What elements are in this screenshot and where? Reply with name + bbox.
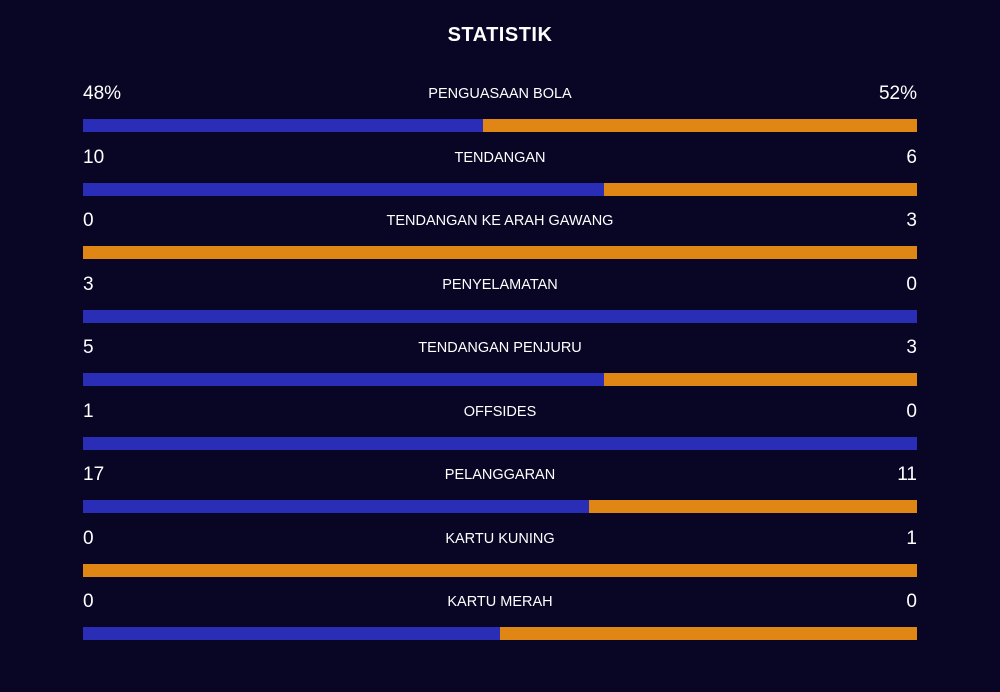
stat-row-possession: 48% PENGUASAAN BOLA 52% [83, 80, 917, 144]
stat-label: PENGUASAAN BOLA [428, 86, 572, 102]
home-bar-segment [83, 436, 917, 450]
comparison-bar [83, 182, 917, 196]
stat-label: OFFSIDES [463, 403, 537, 420]
stat-row-red-cards: 0 KARTU MERAH 0 [83, 588, 917, 652]
home-value: 48% [83, 83, 122, 104]
stat-row-saves: 3 PENYELAMATAN 0 [83, 271, 917, 335]
stat-row-fouls: 17 PELANGGARAN 11 [83, 461, 917, 525]
away-value: 52% [878, 83, 917, 104]
home-value: 5 [83, 337, 94, 358]
stat-row-shots: 10 TENDANGAN 6 [83, 144, 917, 208]
stat-row-offsides: 1 OFFSIDES 0 [83, 398, 917, 462]
away-bar-segment [604, 182, 917, 196]
stat-label: TENDANGAN PENJURU [418, 340, 582, 356]
comparison-bar [83, 246, 917, 259]
away-value: 3 [906, 337, 917, 358]
away-value: 0 [906, 273, 917, 295]
stat-label: KARTU MERAH [447, 594, 553, 610]
comparison-bar [83, 436, 917, 450]
away-bar-segment [604, 373, 917, 386]
home-value: 0 [83, 591, 94, 612]
home-bar-segment [83, 182, 605, 196]
away-value: 11 [897, 464, 917, 485]
home-value: 0 [83, 210, 94, 231]
stat-label: PELANGGARAN [444, 467, 556, 483]
home-bar-segment [83, 500, 590, 513]
away-bar-segment [83, 563, 917, 577]
statistics-title: STATISTIK [447, 24, 553, 46]
stat-row-shots-on-target: 0 TENDANGAN KE ARAH GAWANG 3 [83, 207, 917, 271]
stats-list: 48% PENGUASAAN BOLA 52% 10 TENDANGAN 6 0… [83, 80, 917, 652]
home-bar-segment [83, 627, 500, 640]
stat-row-corners: 5 TENDANGAN PENJURU 3 [83, 334, 917, 398]
home-value: 1 [83, 400, 94, 422]
away-value: 0 [906, 400, 917, 422]
comparison-bar [83, 309, 917, 323]
stat-row-yellow-cards: 0 KARTU KUNING 1 [83, 525, 917, 589]
stat-label: PENYELAMATAN [442, 276, 558, 293]
home-value: 3 [83, 273, 94, 295]
home-bar-segment [83, 119, 484, 132]
away-value: 0 [906, 591, 917, 612]
away-bar-segment [483, 119, 917, 132]
home-value: 0 [83, 527, 94, 549]
away-bar-segment [500, 627, 917, 640]
comparison-bar [83, 373, 917, 386]
home-value: 17 [83, 464, 105, 485]
comparison-bar [83, 627, 917, 640]
away-value: 6 [906, 146, 917, 168]
stat-label: TENDANGAN [454, 149, 546, 166]
comparison-bar [83, 563, 917, 577]
home-bar-segment [83, 309, 917, 323]
away-value: 3 [906, 210, 917, 231]
away-bar-segment [83, 246, 917, 259]
home-bar-segment [83, 373, 605, 386]
stat-label: KARTU KUNING [445, 530, 555, 547]
away-value: 1 [906, 527, 917, 549]
away-bar-segment [589, 500, 917, 513]
stat-label: TENDANGAN KE ARAH GAWANG [386, 213, 614, 229]
home-value: 10 [83, 146, 105, 168]
comparison-bar [83, 500, 917, 513]
comparison-bar [83, 119, 917, 132]
